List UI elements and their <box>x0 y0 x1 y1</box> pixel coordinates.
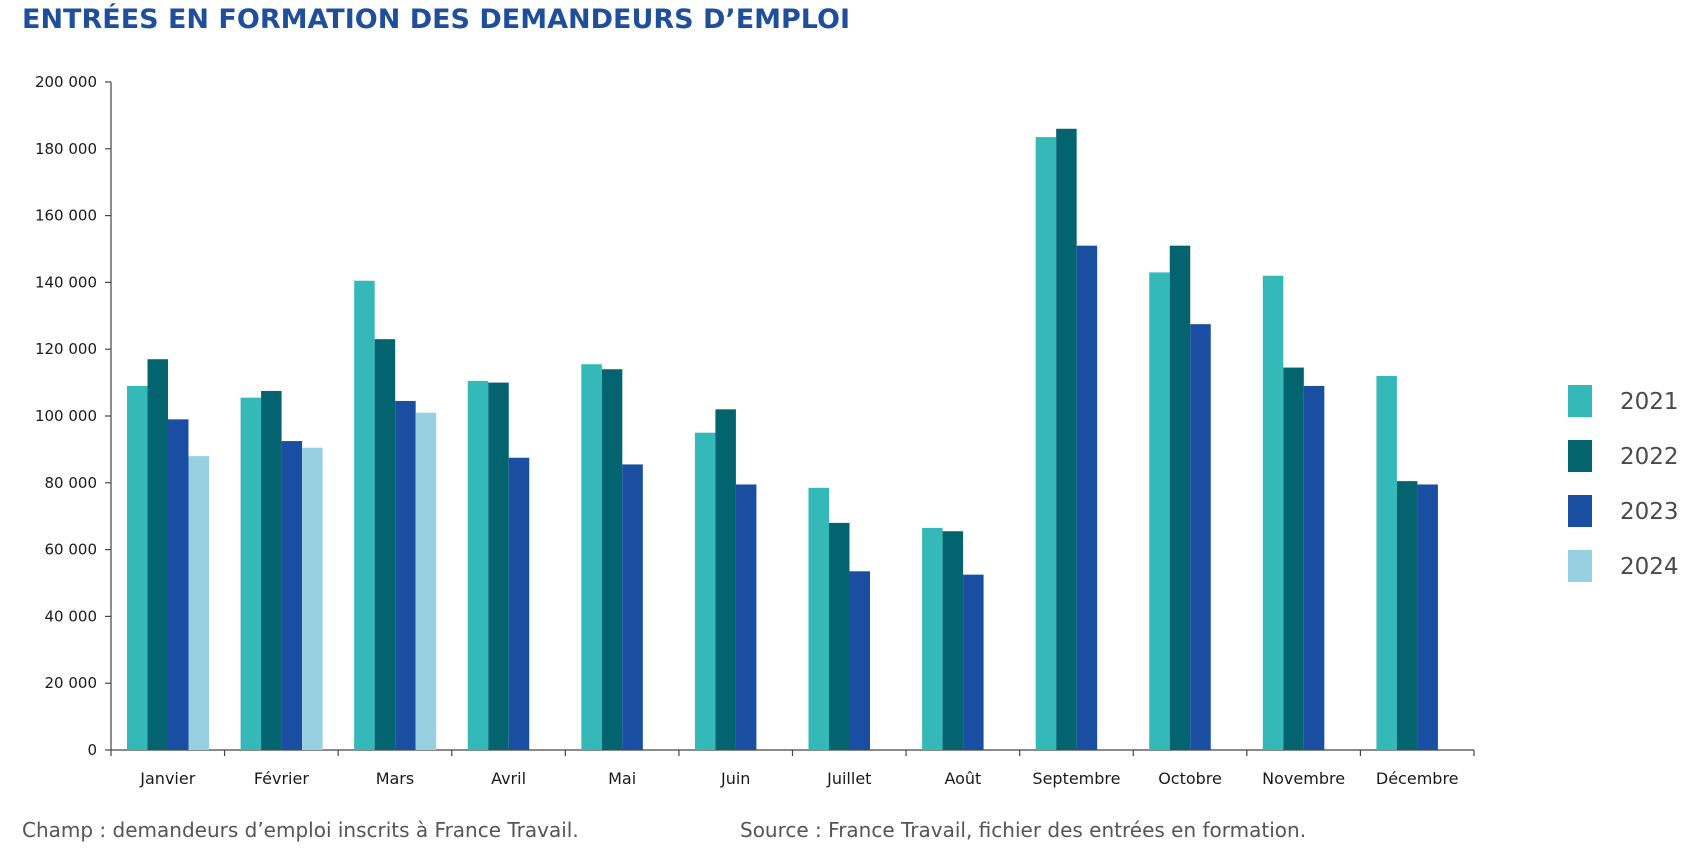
bar-2023-8 <box>1076 245 1098 750</box>
bar-2023-3 <box>508 457 530 750</box>
x-tick-label: Juin <box>720 769 750 788</box>
bar-2021-4 <box>581 364 602 750</box>
x-tick-label: Août <box>944 769 981 788</box>
bar-2022-6 <box>829 522 850 750</box>
legend-label-2022: 2022 <box>1620 444 1679 470</box>
x-tick-label: Novembre <box>1262 769 1345 788</box>
bar-2023-4 <box>622 464 643 750</box>
bar-2021-0 <box>127 385 148 750</box>
bars <box>127 128 1438 751</box>
bar-2023-5 <box>735 484 757 750</box>
bar-2021-6 <box>808 487 829 750</box>
x-tick-label: Mars <box>376 769 415 788</box>
y-tick-label: 140 000 <box>35 273 97 291</box>
y-tick-label: 180 000 <box>35 140 97 158</box>
legend-swatch-2022 <box>1568 440 1592 472</box>
x-tick-label: Avril <box>491 769 526 788</box>
y-tick-label: 160 000 <box>35 207 97 225</box>
bar-2021-5 <box>694 432 716 750</box>
source-note: Source : France Travail, fichier des ent… <box>740 818 1307 842</box>
bar-2022-8 <box>1056 128 1077 750</box>
y-tick-label: 80 000 <box>45 474 98 492</box>
bar-2022-2 <box>374 339 396 750</box>
legend-label-2023: 2023 <box>1620 499 1679 525</box>
y-tick-label: 40 000 <box>45 607 98 625</box>
y-tick-label: 200 000 <box>35 73 97 91</box>
bar-2024-0 <box>188 456 209 750</box>
bar-2022-7 <box>942 531 964 750</box>
x-tick-label: Janvier <box>139 769 195 788</box>
bar-2023-6 <box>849 571 870 750</box>
bar-2022-3 <box>488 382 509 750</box>
bar-2022-1 <box>261 390 282 750</box>
x-axis: Janvier Février Mars Avril Mai Juin Juillet Aoû… <box>110 749 1475 788</box>
bar-2024-1 <box>302 447 323 750</box>
legend-swatch-2023 <box>1568 495 1592 527</box>
legend: 2021 2022 2023 2024 <box>1568 385 1679 582</box>
bar-2023-7 <box>963 574 984 750</box>
chart-title: ENTRÉES EN FORMATION DES DEMANDEURS D’EM… <box>22 4 851 35</box>
bar-2024-2 <box>415 412 437 750</box>
x-tick-label: Février <box>254 769 310 788</box>
bar-2023-0 <box>168 419 189 750</box>
y-tick-label: 60 000 <box>45 541 98 559</box>
x-tick-label: Mai <box>608 769 636 788</box>
x-tick-label: Juillet <box>826 769 871 788</box>
bar-2022-9 <box>1169 245 1191 750</box>
bar-2021-1 <box>240 397 262 750</box>
bar-2023-9 <box>1190 324 1211 750</box>
bar-2021-9 <box>1149 272 1170 750</box>
bar-2021-2 <box>354 280 375 750</box>
bar-2023-1 <box>281 441 303 750</box>
legend-label-2024: 2024 <box>1620 554 1679 580</box>
bar-2022-4 <box>601 369 623 750</box>
bar-2022-0 <box>147 359 168 750</box>
legend-swatch-2024 <box>1568 550 1592 582</box>
y-tick-label: 20 000 <box>45 674 98 692</box>
bar-2022-11 <box>1396 481 1418 750</box>
bar-2021-10 <box>1262 275 1284 750</box>
bar-2023-10 <box>1303 385 1325 750</box>
bar-2023-11 <box>1417 484 1438 750</box>
legend-label-2021: 2021 <box>1620 389 1679 415</box>
x-tick-label: Décembre <box>1376 769 1459 788</box>
bar-2022-5 <box>715 409 736 750</box>
bar-2021-8 <box>1035 137 1057 751</box>
y-tick-label: 100 000 <box>35 407 97 425</box>
y-tick-label: 120 000 <box>35 340 97 358</box>
x-tick-label: Septembre <box>1032 769 1120 788</box>
bar-2021-3 <box>467 380 489 750</box>
x-tick-label: Octobre <box>1158 769 1222 788</box>
scope-note: Champ : demandeurs d’emploi inscrits à F… <box>22 818 579 842</box>
bar-2021-11 <box>1376 375 1397 750</box>
y-axis: 0 20 000 40 000 60 000 80 000 100 000 120 000 1… <box>35 73 112 759</box>
bar-2021-7 <box>922 527 943 750</box>
legend-swatch-2021 <box>1568 385 1592 417</box>
bar-2023-2 <box>395 400 416 750</box>
y-tick-label: 0 <box>87 741 97 759</box>
bar-2022-10 <box>1283 367 1304 750</box>
